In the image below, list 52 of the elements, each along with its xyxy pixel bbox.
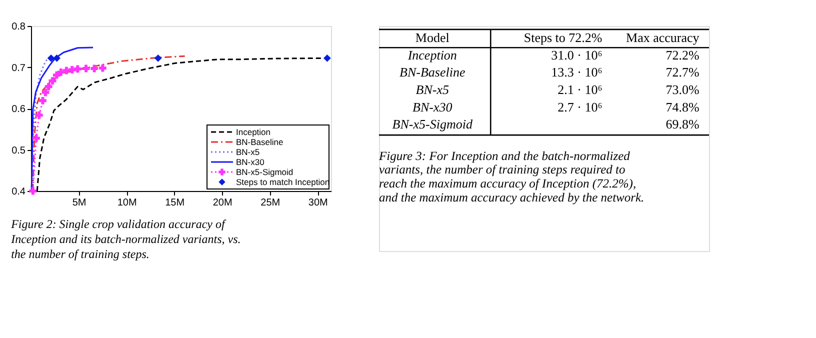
point <box>32 134 40 142</box>
point <box>35 111 43 119</box>
text: 2.1 · 10⁶ <box>558 82 602 98</box>
point <box>74 65 82 73</box>
y-tick-label: 0.5 <box>12 145 26 156</box>
text: BN-Baseline <box>400 64 466 80</box>
legend-label: BN-x5 <box>236 147 260 157</box>
x-tick-label: 20M <box>212 198 232 208</box>
text: 31.0 · 10⁶ <box>551 47 602 62</box>
text: 13.3 · 10⁶ <box>551 64 602 80</box>
caption: Figure 3: For Inception and the batch-normalized variants, the number of training steps required to reach the maximum accuracy of Inception (72.2%), and the maximum accuracy achieved by the network. <box>378 148 644 204</box>
x-tick-label: 10M <box>117 198 137 208</box>
caption: Figure 2: Single crop validation accuracy of Inception and its batch-normalized variants, vs. the number of training steps. <box>10 217 241 261</box>
y-tick-label: 0.4 <box>12 186 26 198</box>
point <box>90 64 98 72</box>
text: Inception <box>406 47 457 62</box>
point <box>323 54 331 62</box>
legend-label: Inception <box>236 127 271 137</box>
point <box>154 54 162 62</box>
text: BN-x5 <box>416 82 450 98</box>
legend-label: BN-x5-Sigmoid <box>236 167 294 177</box>
point <box>48 77 56 85</box>
text: Max accuracy <box>626 30 700 46</box>
x-tick-label: 30M <box>308 198 328 208</box>
point <box>53 54 61 62</box>
x-tick-label: 25M <box>260 198 280 208</box>
y-tick-label: 0.7 <box>12 62 26 74</box>
text: Model <box>415 30 450 46</box>
text: 72.7% <box>666 64 700 80</box>
text: 74.8% <box>666 99 700 114</box>
point <box>57 68 65 76</box>
point <box>44 82 52 90</box>
legend-label: BN-x30 <box>236 157 265 167</box>
point <box>98 64 106 72</box>
text: BN-x5-Sigmoid <box>392 116 473 132</box>
legend-label: BN-Baseline <box>236 137 284 147</box>
point <box>47 54 55 62</box>
point <box>82 64 90 72</box>
point <box>42 88 50 96</box>
text: 72.2% <box>666 47 700 62</box>
y-tick-label: 0.8 <box>12 22 26 32</box>
point <box>62 66 70 74</box>
point <box>39 96 46 104</box>
x-tick-label: 5M <box>72 198 86 208</box>
text: Steps to 72.2% <box>524 30 602 46</box>
y-tick-label: 0.6 <box>12 104 26 115</box>
text: 69.8% <box>666 116 700 132</box>
text: BN-x30 <box>412 99 453 114</box>
legend-label: Steps to match Inception <box>236 177 330 187</box>
x-tick-label: 15M <box>165 198 185 208</box>
text: 73.0% <box>666 82 700 98</box>
text: 2.7 · 10⁶ <box>558 99 602 114</box>
